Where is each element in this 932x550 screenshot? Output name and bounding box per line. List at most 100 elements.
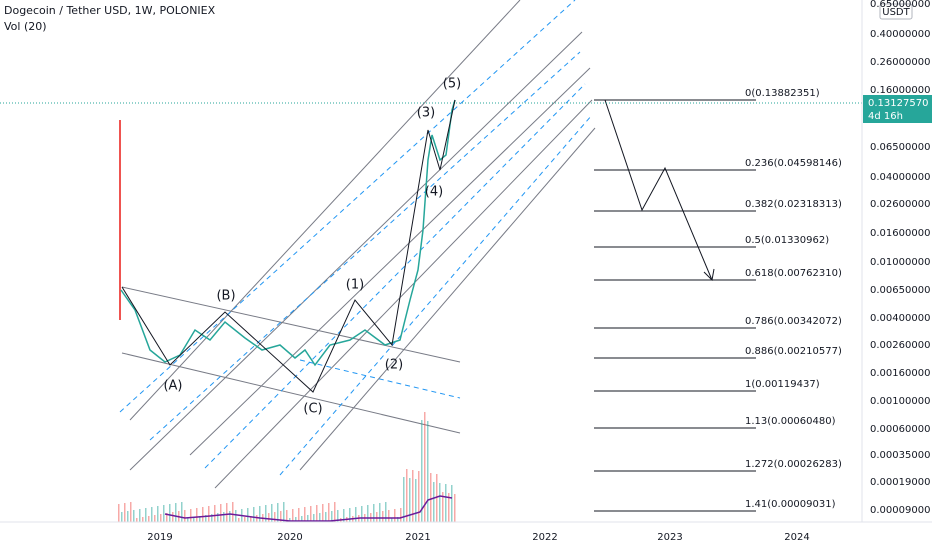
time-axis: 2019 2020 2021 2022 2023 2024	[147, 532, 809, 543]
volume-bar	[160, 514, 162, 522]
volume-bar	[205, 515, 207, 522]
price	[120, 99, 456, 367]
countdown: 4d 16h	[868, 111, 903, 122]
volume-bar	[337, 510, 339, 522]
volume-bar	[235, 510, 237, 522]
volume-bar	[406, 469, 408, 522]
volume-bar	[154, 515, 156, 522]
volume-bar	[376, 512, 378, 522]
volume-bar	[187, 518, 189, 522]
currency-badge[interactable]	[879, 3, 913, 20]
time-label: 2023	[657, 532, 682, 543]
volume-bar	[202, 507, 204, 522]
fib-levels: 0(0.13882351) 0.236(0.04598146) 0.382(0.02…	[594, 88, 842, 512]
volume-bar	[388, 510, 390, 522]
wave-label: (2)	[385, 358, 403, 373]
volume-bar	[448, 493, 450, 522]
wave-labels: (A) (B) (C) (1) (2) (3) (4) (5)	[163, 77, 461, 417]
volume-bar	[139, 509, 141, 522]
price-label: 0.00060000	[870, 424, 930, 435]
wave-label: (4)	[425, 185, 443, 200]
volume-bar	[208, 506, 210, 522]
volume-bar	[130, 502, 132, 522]
volume-bar	[127, 511, 129, 522]
volume-bar	[307, 515, 309, 522]
spike-candle	[119, 120, 121, 320]
price-label: 0.04000000	[870, 172, 930, 183]
volume-bar	[334, 502, 336, 522]
price-label: 0.00160000	[870, 368, 930, 379]
volume-bar	[322, 504, 324, 522]
volume-bar	[400, 508, 402, 522]
wave-label: (3)	[417, 106, 435, 121]
volume-bar	[274, 512, 276, 522]
volume-bar	[373, 504, 375, 522]
price-label: 0.00400000	[870, 313, 930, 324]
volume-bar	[184, 510, 186, 522]
volume-bar	[310, 506, 312, 522]
volume-bar	[403, 477, 405, 522]
volume-bar	[271, 504, 273, 522]
volume-bar	[298, 508, 300, 522]
indicator: Vol (20)	[4, 20, 47, 33]
last-price: 0.13127570	[868, 98, 928, 109]
volume-bar	[289, 518, 291, 522]
fib-label: 1.272(0.00026283)	[745, 459, 842, 470]
volume-bar	[439, 483, 441, 522]
volume-bar	[238, 518, 240, 522]
volume-bar	[172, 512, 174, 522]
volume-bar	[265, 505, 267, 522]
volume-bar	[421, 420, 423, 522]
fib-label: 0.5(0.01330962)	[745, 235, 829, 246]
volume-bar	[280, 511, 282, 522]
price-label: 0.26000000	[870, 57, 930, 68]
fib-label: 0.382(0.02318313)	[745, 199, 842, 210]
currency: USDT	[882, 7, 910, 18]
volume-bar	[247, 508, 249, 522]
volume-bar	[253, 507, 255, 522]
arrow-head	[703, 268, 715, 282]
volume-bar	[415, 479, 417, 522]
price-label: 0.00019000	[870, 477, 930, 488]
volume-bar	[226, 503, 228, 522]
volume-bar	[142, 517, 144, 522]
volume-bar	[214, 505, 216, 522]
volume-bar	[118, 504, 120, 522]
price-label: 0.40000000	[870, 29, 930, 40]
volume-bar	[409, 478, 411, 522]
price-label: 0.02600000	[870, 199, 930, 210]
wave-label: (5)	[443, 77, 461, 92]
fib-label: 0.618(0.00762310)	[745, 268, 842, 279]
volume-bar	[133, 510, 135, 522]
volume-bar	[451, 485, 453, 522]
volume-bar	[175, 503, 177, 522]
volume-bar	[220, 504, 222, 522]
channels	[121, 0, 596, 489]
volume-bar	[121, 512, 123, 522]
dashed-channels	[119, 0, 593, 476]
volume-ma	[164, 495, 453, 522]
volume-bar	[418, 471, 420, 522]
volume-bar	[211, 514, 213, 522]
volume-bar	[379, 503, 381, 522]
volume-bar	[199, 516, 201, 522]
volume-bar	[157, 506, 159, 522]
volume-bar	[163, 505, 165, 522]
volume-bar	[319, 513, 321, 522]
volume-bar	[331, 511, 333, 522]
volume-bar	[244, 517, 246, 522]
projection	[604, 99, 713, 281]
volume-bar	[256, 515, 258, 522]
last-price-tag	[863, 95, 932, 123]
volume-bar	[169, 504, 171, 522]
time-label: 2019	[147, 532, 172, 543]
price-label: 0.00260000	[870, 340, 930, 351]
fib-label: 0(0.13882351)	[745, 88, 820, 99]
volume-bar	[430, 473, 432, 522]
volume-bar	[136, 518, 138, 522]
volume-bar	[436, 474, 438, 522]
volume-bar	[445, 484, 447, 522]
volume-bar	[391, 518, 393, 522]
wave-label: (A)	[163, 379, 182, 394]
volume-bar	[316, 505, 318, 522]
